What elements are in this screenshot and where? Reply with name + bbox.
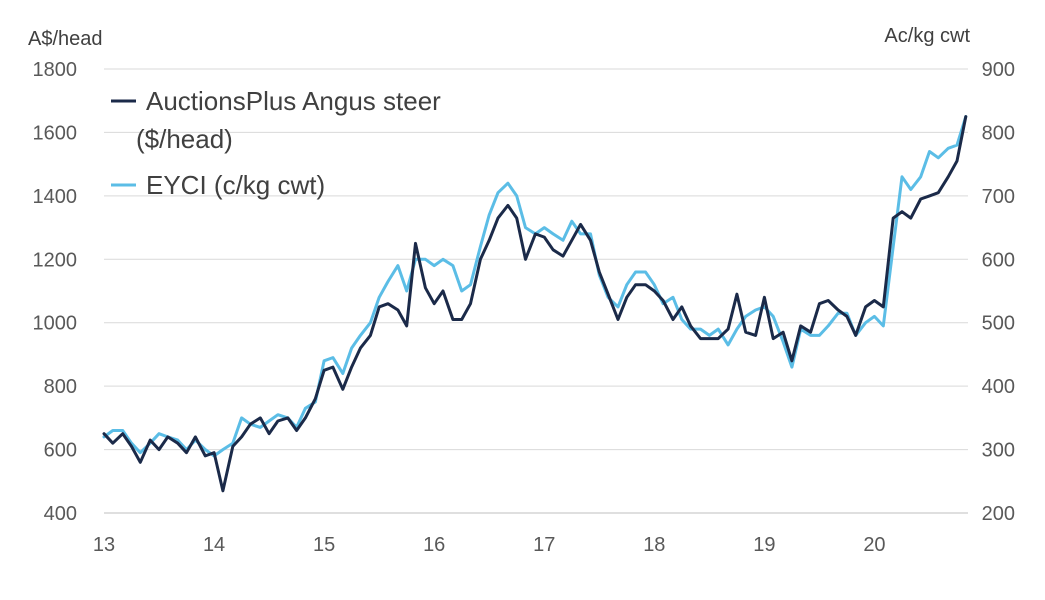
x-tick-label: 17 — [533, 534, 555, 556]
x-tick-label: 16 — [423, 534, 445, 556]
left-y-tick-labels: 400 600 800 1000 1200 1400 1600 1800 — [33, 59, 78, 525]
x-tick-label: 20 — [863, 534, 885, 556]
left-y-tick-label: 1200 — [33, 249, 78, 271]
legend: AuctionsPlus Angus steer ($/head) EYCI (… — [111, 86, 441, 200]
right-y-tick-label: 900 — [982, 59, 1015, 81]
right-y-tick-labels: 200 300 400 500 600 700 800 900 — [982, 59, 1015, 525]
x-tick-label: 18 — [643, 534, 665, 556]
left-y-tick-label: 1800 — [33, 59, 78, 81]
right-y-tick-label: 700 — [982, 186, 1015, 208]
legend-label-eyci: EYCI (c/kg cwt) — [146, 170, 325, 200]
right-y-tick-label: 400 — [982, 376, 1015, 398]
right-y-tick-label: 600 — [982, 249, 1015, 271]
x-tick-label: 15 — [313, 534, 335, 556]
series-lines — [102, 115, 968, 493]
series-line-eyci — [102, 115, 968, 458]
legend-label-auctionsplus: AuctionsPlus Angus steer — [146, 86, 441, 116]
right-y-tick-label: 300 — [982, 440, 1015, 462]
left-y-tick-label: 800 — [44, 376, 77, 398]
right-y-tick-label: 800 — [982, 122, 1015, 144]
x-tick-label: 19 — [753, 534, 775, 556]
x-tick-label: 13 — [93, 534, 115, 556]
left-y-tick-label: 1600 — [33, 122, 78, 144]
x-tick-label: 14 — [203, 534, 225, 556]
left-axis-unit-label: A$/head — [28, 28, 103, 50]
left-y-tick-label: 1400 — [33, 186, 78, 208]
x-tick-labels: 13 14 15 16 17 18 19 20 — [93, 534, 886, 556]
left-y-tick-label: 1000 — [33, 313, 78, 335]
right-y-tick-label: 200 — [982, 503, 1015, 525]
left-y-tick-label: 600 — [44, 440, 77, 462]
legend-label-auctionsplus-unit: ($/head) — [136, 124, 233, 154]
right-y-tick-label: 500 — [982, 313, 1015, 335]
series-line-auctionsplus — [102, 115, 968, 493]
right-axis-unit-label: Ac/kg cwt — [884, 25, 970, 47]
gridlines — [104, 68, 968, 451]
left-y-tick-label: 400 — [44, 503, 77, 525]
